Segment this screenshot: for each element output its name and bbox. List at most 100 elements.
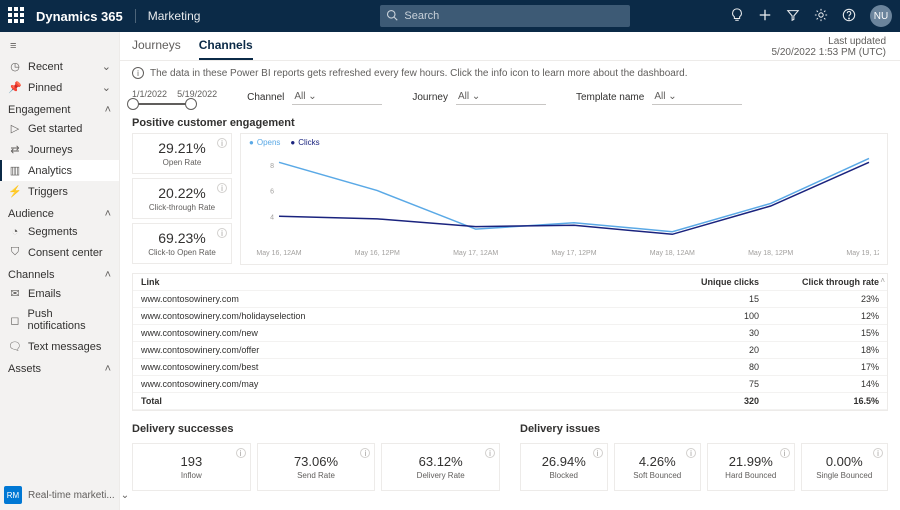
- info-icon[interactable]: i: [780, 448, 790, 458]
- info-text: The data in these Power BI reports gets …: [150, 68, 688, 79]
- sidebar-section-assets[interactable]: Assets˄: [0, 357, 119, 377]
- card-value: 21.99%: [712, 454, 790, 469]
- sidebar-item-label: Push notifications: [28, 308, 111, 332]
- gear-icon[interactable]: [814, 8, 828, 25]
- table-header: LinkUnique clicksClick through rate: [133, 274, 887, 291]
- info-icon[interactable]: i: [236, 448, 246, 458]
- date-end: 5/19/2022: [177, 89, 217, 99]
- sidebar-item-triggers[interactable]: ⚡Triggers: [0, 181, 119, 202]
- last-updated: Last updated 5/20/2022 1:53 PM (UTC): [772, 36, 887, 58]
- kpi-label: Click-through Rate: [139, 203, 225, 212]
- table-row[interactable]: www.contosowinery.com/may7514%: [133, 376, 887, 393]
- kpi-column: i29.21%Open Ratei20.22%Click-through Rat…: [132, 133, 232, 265]
- chevron-down-icon: ⌄: [121, 490, 129, 501]
- sidebar-footer[interactable]: RM Real-time marketi... ⌄: [4, 486, 129, 504]
- channel-dropdown[interactable]: All ⌄: [292, 89, 382, 105]
- chevron-up-icon: ˄: [105, 104, 111, 116]
- mail-icon: ✉: [8, 287, 22, 300]
- delivery-successes: Delivery successes i193Inflowi73.06%Send…: [132, 419, 500, 491]
- chevron-down-icon: ⌄: [668, 91, 676, 102]
- sidebar-item-text-messages[interactable]: 🗨Text messages: [0, 336, 119, 357]
- plus-icon[interactable]: [758, 8, 772, 25]
- tab-journeys[interactable]: Journeys: [132, 38, 181, 60]
- template-dropdown[interactable]: All ⌄: [652, 89, 742, 105]
- chevron-down-icon: ⌄: [472, 91, 480, 102]
- search-input[interactable]: [380, 5, 630, 27]
- sidebar-item-recent[interactable]: ◷Recent⌄: [0, 56, 119, 77]
- scroll-up-icon[interactable]: ˄: [880, 276, 885, 285]
- sidebar-section-channels[interactable]: Channels˄: [0, 263, 119, 283]
- filter-label: Template name: [576, 92, 644, 103]
- metric-card: i193Inflow: [132, 443, 251, 491]
- info-icon[interactable]: i: [593, 448, 603, 458]
- sidebar: ≡ ◷Recent⌄📌Pinned⌄ Engagement ˄ ▷Get starte…: [0, 32, 120, 510]
- last-updated-label: Last updated: [772, 36, 887, 47]
- card-value: 63.12%: [386, 454, 495, 469]
- card-value: 193: [137, 454, 246, 469]
- help-icon[interactable]: [842, 8, 856, 25]
- line-chart-svg: 468May 16, 12AMMay 16, 12PMMay 17, 12AMM…: [249, 147, 879, 257]
- sidebar-section-title: Audience: [8, 208, 54, 220]
- card-value: 26.94%: [525, 454, 603, 469]
- svg-text:May 18, 12PM: May 18, 12PM: [748, 250, 793, 257]
- table-total: Total32016.5%: [133, 393, 887, 410]
- info-icon[interactable]: i: [217, 228, 227, 238]
- info-icon[interactable]: i: [217, 138, 227, 148]
- sidebar-section-audience[interactable]: Audience ˄: [0, 202, 119, 222]
- info-icon[interactable]: i: [873, 448, 883, 458]
- card-label: Soft Bounced: [619, 471, 697, 480]
- tab-channels[interactable]: Channels: [199, 38, 253, 60]
- legend-item: Clicks: [290, 138, 319, 147]
- sidebar-item-push-notifications[interactable]: ◻ Push notifications: [0, 304, 119, 336]
- info-icon[interactable]: i: [686, 448, 696, 458]
- col-link[interactable]: Link: [141, 277, 639, 287]
- table-row[interactable]: www.contosowinery.com/holidayselection10…: [133, 308, 887, 325]
- svg-text:6: 6: [270, 189, 274, 196]
- chart-legend: OpensClicks: [249, 138, 879, 147]
- route-icon: ⇄: [8, 143, 22, 156]
- lightbulb-icon[interactable]: [730, 8, 744, 25]
- sidebar-item-consent-center[interactable]: ⛉Consent center: [0, 242, 119, 263]
- sidebar-item-journeys[interactable]: ⇄ Journeys: [0, 139, 119, 160]
- svg-text:4: 4: [270, 214, 274, 221]
- table-row[interactable]: www.contosowinery.com/best8017%: [133, 359, 887, 376]
- sidebar-item-analytics[interactable]: ▥Analytics: [0, 160, 119, 181]
- table-row[interactable]: www.contosowinery.com1523%: [133, 291, 887, 308]
- app-launcher-icon[interactable]: [8, 7, 26, 25]
- sidebar-item-segments[interactable]: ◔Segments: [0, 222, 119, 242]
- filter-icon[interactable]: [786, 8, 800, 25]
- col-clicks[interactable]: Unique clicks: [639, 277, 759, 287]
- kpi-label: Click-to Open Rate: [139, 248, 225, 257]
- table-row[interactable]: www.contosowinery.com/offer2018%: [133, 342, 887, 359]
- svg-text:May 17, 12AM: May 17, 12AM: [453, 250, 498, 257]
- date-range-filter[interactable]: 1/1/2022 5/19/2022: [132, 89, 217, 105]
- col-rate[interactable]: Click through rate: [759, 277, 879, 287]
- search-wrapper: [380, 5, 630, 27]
- kpi-value: 20.22%: [139, 185, 225, 201]
- chevron-up-icon: ˄: [105, 208, 111, 220]
- avatar[interactable]: NU: [870, 5, 892, 27]
- chart-icon: ▥: [8, 164, 22, 177]
- info-icon[interactable]: i: [132, 67, 144, 79]
- sidebar-item-pinned[interactable]: 📌Pinned⌄: [0, 77, 119, 98]
- table-row[interactable]: www.contosowinery.com/new3015%: [133, 325, 887, 342]
- sidebar-item-emails[interactable]: ✉ Emails: [0, 283, 119, 304]
- svg-text:May 16, 12AM: May 16, 12AM: [256, 250, 301, 257]
- sidebar-item-label: Emails: [28, 288, 61, 300]
- sidebar-section-engagement[interactable]: Engagement ˄: [0, 98, 119, 118]
- kpi-value: 29.21%: [139, 140, 225, 156]
- sidebar-item-label: Journeys: [28, 144, 73, 156]
- sidebar-section-title: Engagement: [8, 104, 70, 116]
- date-slider[interactable]: [132, 103, 192, 105]
- journey-dropdown[interactable]: All ⌄: [456, 89, 546, 105]
- sidebar-item-get-started[interactable]: ▷Get started: [0, 118, 119, 139]
- info-icon[interactable]: i: [217, 183, 227, 193]
- pin-icon: 📌: [8, 81, 22, 94]
- bell-icon: ◻: [8, 314, 22, 327]
- sidebar-item-label: Recent: [28, 61, 63, 73]
- card-label: Send Rate: [262, 471, 371, 480]
- info-icon[interactable]: i: [485, 448, 495, 458]
- links-table: ˄ LinkUnique clicksClick through ratewww…: [132, 273, 888, 411]
- sidebar-collapse-icon[interactable]: ≡: [0, 36, 119, 56]
- card-label: Hard Bounced: [712, 471, 790, 480]
